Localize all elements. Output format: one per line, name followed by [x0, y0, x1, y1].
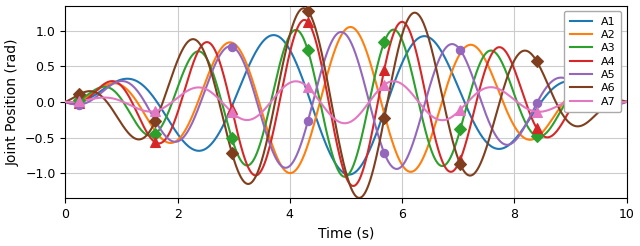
A1: [346, 173, 353, 176]
Line: A5: A5: [65, 32, 627, 169]
A5: [393, 168, 401, 170]
A6: [504, 74, 511, 77]
A6: [623, 100, 630, 103]
A6: [335, 138, 342, 141]
A2: [504, 112, 511, 115]
A3: [334, 169, 342, 172]
A2: [607, 96, 614, 99]
A2: [335, 39, 342, 42]
A1: [320, 137, 328, 140]
A5: [61, 100, 69, 103]
A7: [607, 100, 614, 103]
A3: [61, 100, 69, 103]
A1: [270, 34, 278, 37]
Line: A1: A1: [65, 35, 627, 175]
A4: [90, 92, 98, 94]
A3: [341, 175, 349, 178]
A2: [286, 172, 294, 175]
A6: [300, 7, 307, 10]
A2: [90, 91, 98, 94]
A6: [320, 61, 328, 63]
A4: [607, 95, 614, 98]
A2: [607, 96, 614, 99]
A4: [607, 95, 614, 98]
A6: [61, 100, 69, 103]
A7: [390, 80, 397, 83]
A7: [61, 100, 69, 103]
A1: [623, 100, 630, 103]
A4: [320, 74, 328, 77]
A3: [504, 75, 511, 78]
A7: [90, 97, 98, 100]
A6: [90, 90, 98, 93]
A4: [61, 100, 69, 103]
Legend: A1, A2, A3, A4, A5, A6, A7: A1, A2, A3, A4, A5, A6, A7: [564, 11, 621, 112]
A6: [355, 196, 363, 199]
A2: [623, 100, 630, 103]
A2: [320, 87, 328, 90]
A4: [301, 18, 308, 21]
Line: A7: A7: [65, 81, 627, 123]
A4: [623, 100, 630, 103]
A2: [347, 26, 355, 29]
A5: [607, 106, 614, 108]
A2: [61, 100, 69, 103]
A6: [607, 101, 614, 104]
A3: [623, 100, 630, 103]
A1: [504, 144, 511, 147]
A7: [319, 105, 327, 108]
A5: [607, 106, 614, 108]
A4: [504, 53, 511, 56]
A3: [90, 89, 98, 92]
A1: [90, 94, 98, 97]
A5: [337, 31, 345, 33]
A1: [607, 98, 614, 101]
Line: A6: A6: [65, 8, 627, 198]
A6: [607, 101, 614, 104]
A1: [607, 98, 614, 101]
A5: [334, 31, 342, 34]
A7: [341, 122, 349, 125]
Line: A2: A2: [65, 27, 627, 173]
A1: [61, 100, 69, 103]
Y-axis label: Joint Position (rad): Joint Position (rad): [6, 38, 20, 166]
A5: [623, 100, 630, 103]
A7: [623, 100, 630, 103]
A7: [607, 100, 614, 103]
A1: [335, 166, 342, 169]
A3: [607, 98, 614, 101]
A4: [335, 150, 342, 153]
Line: A4: A4: [65, 20, 627, 186]
Line: A3: A3: [65, 30, 627, 177]
A5: [90, 97, 98, 100]
A7: [334, 120, 342, 123]
A5: [504, 143, 511, 146]
X-axis label: Time (s): Time (s): [317, 227, 374, 240]
A3: [607, 98, 614, 101]
A3: [390, 28, 397, 31]
A4: [349, 184, 357, 187]
A5: [319, 62, 327, 65]
A7: [504, 93, 511, 96]
A3: [319, 116, 327, 119]
